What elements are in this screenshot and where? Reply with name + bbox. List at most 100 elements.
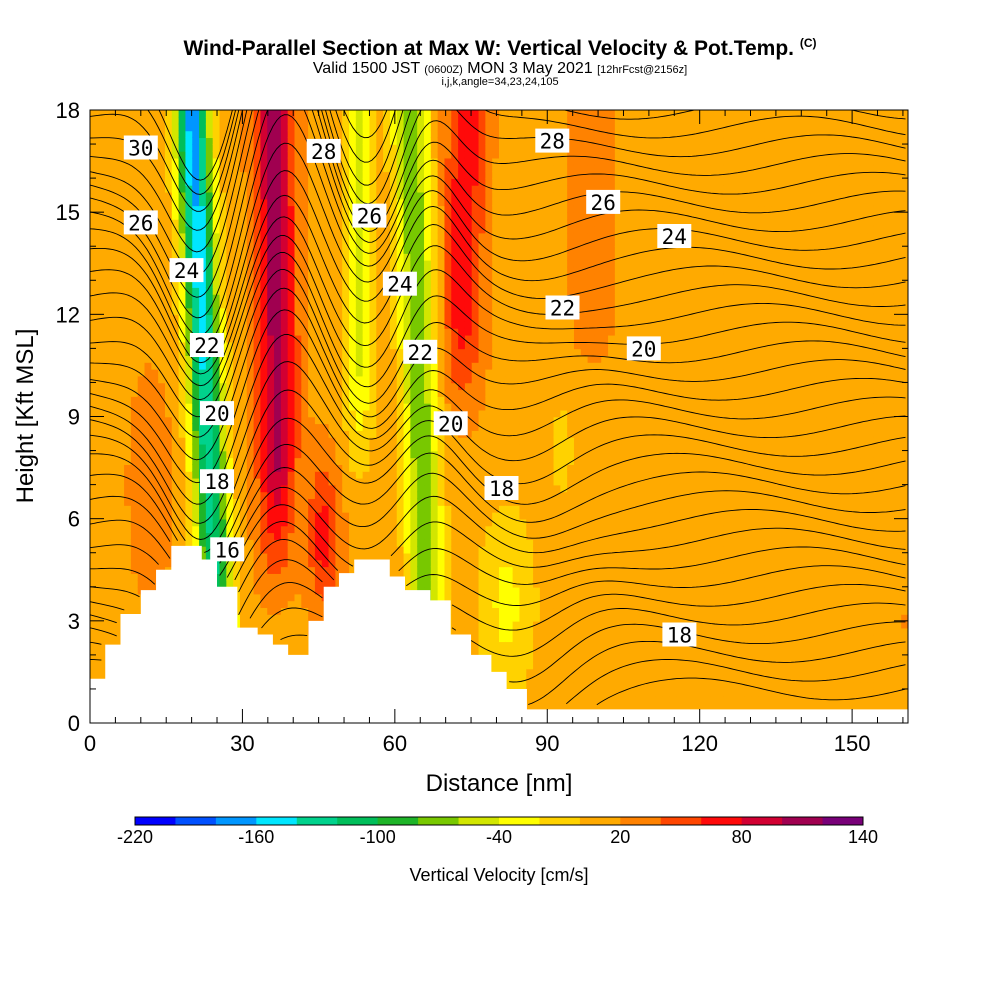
velocity-cell: [137, 491, 146, 500]
velocity-cell: [260, 232, 269, 241]
velocity-cell: [301, 607, 309, 615]
velocity-cell: [137, 184, 146, 193]
velocity-cell: [260, 423, 269, 431]
velocity-cell: [253, 178, 262, 186]
velocity-cell: [110, 130, 119, 139]
velocity-cell: [403, 144, 412, 152]
velocity-cell: [342, 402, 350, 411]
velocity-cell: [444, 300, 453, 309]
velocity-cell: [130, 607, 139, 615]
velocity-cell: [280, 184, 289, 193]
velocity-cell: [376, 484, 384, 493]
velocity-cell: [144, 430, 153, 438]
velocity-cell: [233, 164, 241, 173]
velocity-cell: [246, 123, 255, 132]
velocity-cell: [349, 232, 357, 241]
velocity-cell: [274, 586, 282, 595]
velocity-cell: [294, 137, 303, 145]
velocity-cell: [96, 539, 105, 547]
velocity-cell: [430, 157, 439, 166]
velocity-cell: [233, 157, 241, 166]
velocity-cell: [144, 382, 153, 391]
velocity-cell: [199, 110, 207, 118]
velocity-cell: [219, 171, 228, 179]
velocity-cell: [444, 382, 453, 391]
velocity-cell: [287, 157, 296, 166]
velocity-cell: [287, 375, 296, 384]
velocity-cell: [328, 491, 337, 500]
velocity-cell: [430, 396, 439, 404]
velocity-cell: [362, 246, 371, 254]
velocity-cell: [396, 457, 405, 465]
velocity-cell: [342, 464, 350, 472]
velocity-cell: [301, 266, 309, 275]
velocity-cell: [164, 402, 173, 411]
velocity-cell: [417, 334, 425, 343]
velocity-cell: [253, 586, 262, 595]
velocity-cell: [430, 225, 439, 234]
velocity-cell: [260, 341, 269, 350]
velocity-cell: [267, 579, 275, 588]
velocity-cell: [103, 573, 112, 581]
velocity-cell: [294, 191, 303, 200]
velocity-cell: [389, 150, 398, 159]
velocity-cell: [417, 314, 425, 322]
velocity-cell: [349, 341, 357, 350]
velocity-cell: [335, 559, 344, 568]
velocity-cell: [444, 586, 453, 595]
velocity-cell: [444, 334, 453, 343]
velocity-cell: [396, 150, 405, 159]
velocity-cell: [124, 232, 132, 241]
velocity-cell: [117, 123, 125, 132]
velocity-cell: [403, 123, 412, 132]
velocity-cell: [199, 164, 207, 173]
velocity-cell: [96, 443, 105, 452]
velocity-cell: [185, 355, 194, 363]
velocity-cell: [192, 430, 200, 438]
velocity-cell: [267, 334, 275, 343]
velocity-cell: [260, 212, 269, 220]
velocity-cell: [103, 634, 112, 643]
velocity-cell: [294, 327, 303, 336]
velocity-cell: [362, 144, 371, 152]
velocity-cell: [219, 266, 228, 275]
velocity-cell: [328, 110, 337, 118]
velocity-cell: [185, 525, 194, 534]
velocity-cell: [144, 389, 153, 397]
velocity-cell: [219, 157, 228, 166]
velocity-cell: [362, 443, 371, 452]
velocity-cell: [376, 225, 384, 234]
velocity-cell: [205, 164, 214, 173]
velocity-cell: [321, 300, 330, 309]
velocity-cell: [219, 436, 228, 445]
velocity-cell: [219, 321, 228, 329]
velocity-cell: [410, 457, 418, 465]
velocity-cell: [403, 130, 412, 139]
velocity-cell: [96, 477, 105, 486]
velocity-cell: [355, 511, 364, 520]
velocity-cell: [144, 157, 153, 166]
velocity-cell: [137, 396, 146, 404]
velocity-cell: [103, 627, 112, 636]
velocity-cell: [410, 368, 418, 377]
velocity-cell: [260, 110, 269, 118]
velocity-cell: [212, 246, 221, 254]
velocity-cell: [260, 511, 269, 520]
velocity-cell: [430, 191, 439, 200]
velocity-cell: [349, 423, 357, 431]
velocity-cell: [253, 593, 262, 602]
velocity-cell: [158, 511, 166, 520]
velocity-cell: [192, 218, 200, 227]
velocity-cell: [117, 532, 125, 540]
velocity-cell: [239, 225, 248, 234]
velocity-cell: [437, 123, 446, 132]
velocity-cell: [96, 253, 105, 261]
velocity-cell: [396, 218, 405, 227]
velocity-cell: [376, 341, 384, 350]
velocity-cell: [205, 253, 214, 261]
velocity-cell: [308, 280, 316, 288]
velocity-cell: [417, 218, 425, 227]
velocity-cell: [314, 525, 323, 534]
velocity-cell: [417, 539, 425, 547]
velocity-cell: [233, 457, 241, 465]
